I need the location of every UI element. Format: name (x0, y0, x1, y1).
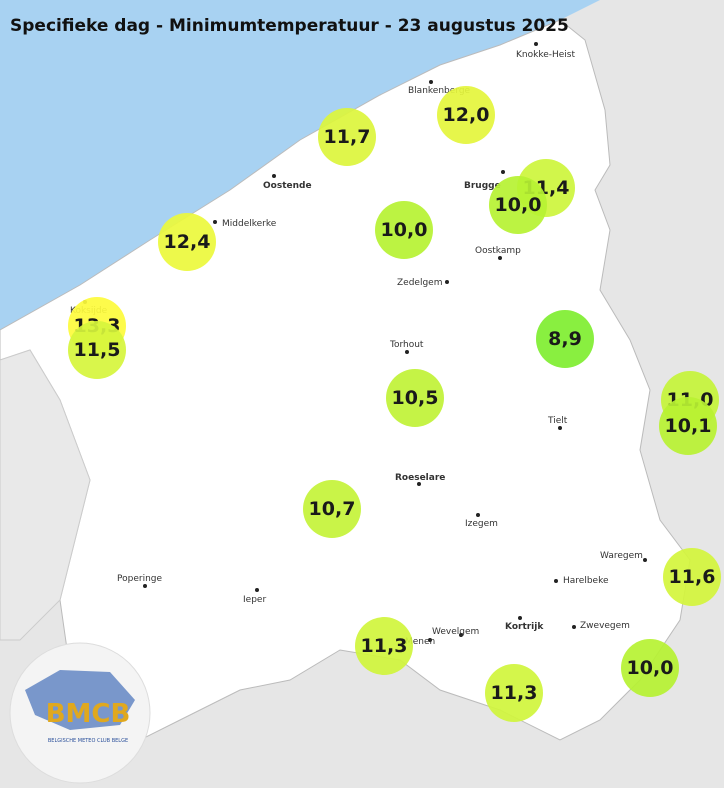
place-dot (518, 616, 522, 620)
place-dot (572, 625, 576, 629)
station-value: 12,0 (443, 104, 490, 126)
place-dot (255, 588, 259, 592)
place-dot (143, 584, 147, 588)
place-label: Roeselare (395, 473, 445, 483)
place-label: Poperinge (117, 574, 162, 584)
place-label: Oostkamp (475, 246, 521, 256)
place-label: Harelbeke (563, 576, 609, 586)
place-label: Zedelgem (397, 278, 442, 288)
place-label: Kortrijk (505, 622, 544, 632)
station-value: 10,5 (392, 387, 439, 409)
place-label: Waregem (600, 551, 643, 561)
place-dot (459, 633, 463, 637)
station-value: 11,5 (74, 339, 121, 361)
station-marker (68, 321, 126, 379)
place-dot (643, 558, 647, 562)
place-dot (272, 174, 276, 178)
place-label: Knokke-Heist (516, 50, 575, 60)
place-dot (498, 256, 502, 260)
station-value: 10,7 (309, 498, 356, 520)
place-dot (558, 426, 562, 430)
station-marker (303, 480, 361, 538)
place-dot (445, 280, 449, 284)
place-dot (417, 482, 421, 486)
place-label: Oostende (263, 181, 312, 191)
place-label: Blankenberge (408, 86, 471, 96)
place-label: Torhout (389, 340, 424, 350)
station-value: 11,6 (669, 566, 716, 588)
neighbour (0, 349, 91, 641)
place-label: Ieper (243, 595, 266, 605)
place-dot (534, 42, 538, 46)
station-marker (659, 397, 717, 455)
station-marker (663, 548, 721, 606)
station-marker (621, 639, 679, 697)
place-label: Zwevegem (580, 621, 630, 631)
station-value: 10,0 (627, 657, 674, 679)
place-label: Middelkerke (222, 219, 277, 229)
place-dot (476, 513, 480, 517)
station-marker (386, 369, 444, 427)
place-label: Tielt (547, 416, 568, 426)
logo: BMCB BELGISCHE METEO CLUB BELGE (9, 642, 151, 784)
station-value: 10,1 (665, 415, 712, 437)
place-dot (554, 579, 558, 583)
station-marker (318, 108, 376, 166)
station-value: 12,4 (164, 231, 211, 253)
place-dot (429, 80, 433, 84)
place-label: Izegem (465, 519, 498, 529)
station-value: 11,3 (361, 635, 408, 657)
logo-subtitle: BELGISCHE METEO CLUB BELGE (48, 738, 128, 744)
station-value: 8,9 (548, 328, 582, 350)
station-value: 11,3 (491, 682, 538, 704)
station-marker (355, 617, 413, 675)
station-value: 10,0 (381, 219, 428, 241)
logo-name: BMCB (46, 699, 131, 729)
station-marker (158, 213, 216, 271)
title: Specifieke dag - Minimumtemperatuur - 23… (10, 16, 569, 36)
station-marker (536, 310, 594, 368)
station-value: 11,7 (324, 126, 371, 148)
place-dot (428, 638, 432, 642)
station-marker (485, 664, 543, 722)
sea (0, 0, 600, 330)
place-dot (213, 220, 217, 224)
place-label: Brugge (464, 181, 501, 191)
place-dot (501, 170, 505, 174)
station-marker (437, 86, 495, 144)
place-dot (405, 350, 409, 354)
station-marker (489, 176, 547, 234)
place-label: Wevelgem (432, 627, 479, 637)
station-value: 10,0 (495, 194, 542, 216)
station-marker (375, 201, 433, 259)
place-label: Menen (405, 637, 435, 647)
